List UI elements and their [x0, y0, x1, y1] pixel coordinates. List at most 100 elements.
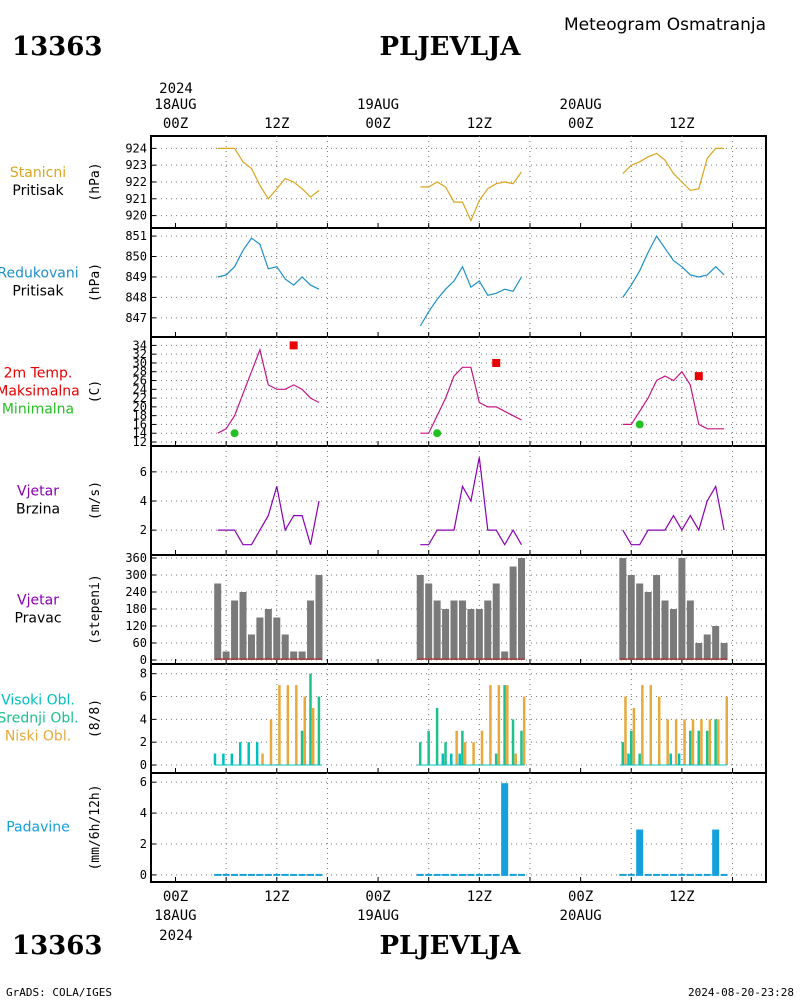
precip-bar [416, 873, 424, 876]
cloud-bar [230, 753, 234, 765]
panel-label: Vjetar [17, 484, 59, 500]
panel-label: Minimalna [2, 402, 74, 418]
cloud-bar [309, 673, 312, 765]
direction-bar [484, 600, 492, 660]
precip-bar [518, 873, 526, 876]
cloud-bar [441, 753, 445, 765]
y-axis-label: (mm/6h/12h) [88, 784, 103, 870]
precip-bar [475, 873, 483, 876]
series-line [420, 171, 522, 223]
cloud-bar [278, 685, 281, 765]
cloud-bar [629, 730, 633, 765]
direction-bar [247, 634, 255, 660]
precip-bar [686, 873, 694, 876]
station-name-bottom: PLJEVLJA [380, 931, 522, 961]
direction-bar [712, 626, 720, 660]
cloud-bar [717, 719, 720, 765]
cloud-bar [624, 696, 627, 765]
direction-bar [720, 643, 728, 660]
tmax-marker [492, 358, 501, 367]
y-tick-label: 240 [125, 585, 147, 599]
direction-bar [281, 634, 289, 660]
direction-bar [703, 634, 711, 660]
cloud-bar [632, 707, 636, 765]
precip-bar [653, 873, 661, 876]
y-tick-label: 922 [125, 175, 147, 189]
direction-bar [695, 643, 703, 660]
cloud-bar [239, 742, 242, 765]
cloud-bar [689, 730, 692, 765]
time-label-bottom: 12Z [669, 889, 694, 905]
y-tick-label: 14 [133, 426, 147, 440]
y-tick-label: 2 [140, 837, 147, 851]
bottom-year-label: 2024 [159, 928, 193, 944]
panel-6: 0 2 4 6 8 (8/8) Visoki Obl. Srednji Obl. Niski O… [0, 663, 767, 774]
cloud-bar [247, 742, 250, 765]
series-line [419, 265, 523, 327]
panel-label: Pravac [14, 611, 61, 627]
direction-bar [475, 609, 483, 660]
direction-bar [644, 592, 652, 660]
cloud-bar [261, 753, 264, 765]
cloud-bar [458, 753, 461, 765]
cloud-bar [677, 753, 681, 765]
y-axis-label: (8/8) [88, 699, 103, 738]
precip-bar [425, 873, 433, 876]
series-line [420, 366, 522, 434]
precip-bar [695, 873, 703, 876]
cloud-bar [213, 753, 217, 765]
direction-bar [307, 600, 315, 660]
precip-bar [433, 873, 441, 876]
direction-bar [298, 651, 306, 660]
cloud-bar [641, 685, 644, 765]
precip-bar [298, 873, 306, 876]
direction-bar [501, 651, 509, 660]
y-tick-label: 24 [133, 382, 147, 396]
precip-bar [484, 873, 492, 876]
cloud-bar [286, 685, 290, 765]
series-line [622, 234, 725, 298]
y-tick-label: 34 [133, 338, 147, 352]
precip-bar [712, 829, 720, 876]
cloud-bar [705, 730, 709, 765]
tmin-marker [230, 429, 239, 438]
cloud-bar [303, 696, 306, 765]
direction-bar [315, 575, 323, 660]
cloud-bar [222, 753, 225, 765]
cloud-bar [269, 719, 273, 765]
precip-bar [509, 873, 517, 876]
time-label-top: 12Z [264, 116, 289, 132]
cloud-bar [683, 719, 686, 765]
time-label-bottom: 00Z [365, 889, 390, 905]
cloud-bar [691, 719, 695, 765]
cloud-bar [317, 696, 321, 765]
precip-bar [256, 873, 264, 876]
cloud-bar [649, 685, 653, 765]
y-tick-label: 16 [133, 417, 147, 431]
cloud-bar [503, 685, 506, 765]
panel-label: Pritisak [12, 284, 64, 300]
precip-bar [619, 873, 627, 876]
panel-label: 2m Temp. [4, 366, 73, 382]
direction-bar [661, 600, 669, 660]
precip-bar [247, 873, 255, 876]
top-year-label: 2024 [159, 81, 193, 97]
panel-2: 847 848 849 850 851 (hPa) Redukovani Pritisak [0, 227, 767, 338]
y-tick-label: 8 [140, 667, 147, 681]
precip-bar [442, 873, 450, 876]
y-tick-label: 180 [125, 602, 147, 616]
cloud-bar [520, 730, 523, 765]
series-line [420, 457, 523, 546]
time-label-bottom: 12Z [467, 889, 492, 905]
date-label-top: 19AUG [357, 97, 399, 113]
precip-bar [264, 873, 272, 876]
precip-bar [644, 873, 652, 876]
cloud-bar [295, 685, 298, 765]
time-label-top: 00Z [568, 116, 593, 132]
series-line [217, 486, 320, 546]
y-axis-label: (C) [88, 380, 103, 403]
y-tick-label: 2 [140, 735, 147, 749]
cloud-bar [497, 685, 501, 765]
